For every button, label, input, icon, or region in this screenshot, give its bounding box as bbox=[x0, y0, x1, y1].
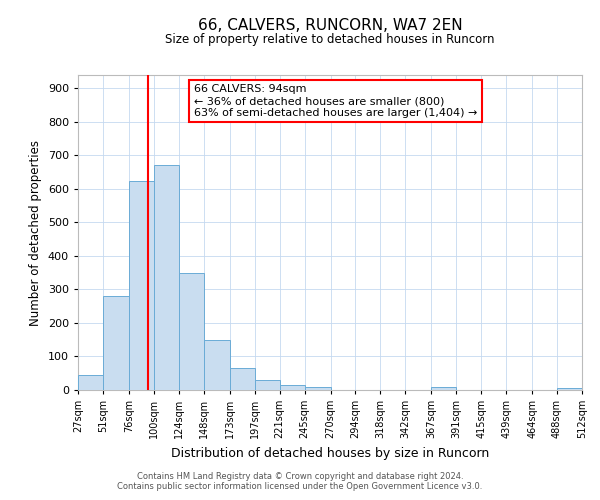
Bar bbox=[204, 340, 230, 390]
Bar bbox=[129, 181, 154, 390]
Bar bbox=[179, 274, 204, 390]
Bar bbox=[103, 296, 129, 390]
Y-axis label: Number of detached properties: Number of detached properties bbox=[29, 140, 42, 326]
Text: Size of property relative to detached houses in Runcorn: Size of property relative to detached ho… bbox=[165, 32, 495, 46]
Text: Contains public sector information licensed under the Open Government Licence v3: Contains public sector information licen… bbox=[118, 482, 482, 491]
Bar bbox=[305, 386, 331, 390]
Text: 66 CALVERS: 94sqm
← 36% of detached houses are smaller (800)
63% of semi-detache: 66 CALVERS: 94sqm ← 36% of detached hous… bbox=[194, 84, 477, 117]
X-axis label: Distribution of detached houses by size in Runcorn: Distribution of detached houses by size … bbox=[171, 446, 489, 460]
Text: 66, CALVERS, RUNCORN, WA7 2EN: 66, CALVERS, RUNCORN, WA7 2EN bbox=[197, 18, 463, 32]
Bar bbox=[557, 388, 582, 390]
Text: Contains HM Land Registry data © Crown copyright and database right 2024.: Contains HM Land Registry data © Crown c… bbox=[137, 472, 463, 481]
Bar bbox=[78, 375, 103, 390]
Bar bbox=[230, 368, 254, 390]
Bar bbox=[431, 386, 456, 390]
Bar bbox=[280, 385, 305, 390]
Bar bbox=[254, 380, 280, 390]
Bar bbox=[154, 166, 179, 390]
